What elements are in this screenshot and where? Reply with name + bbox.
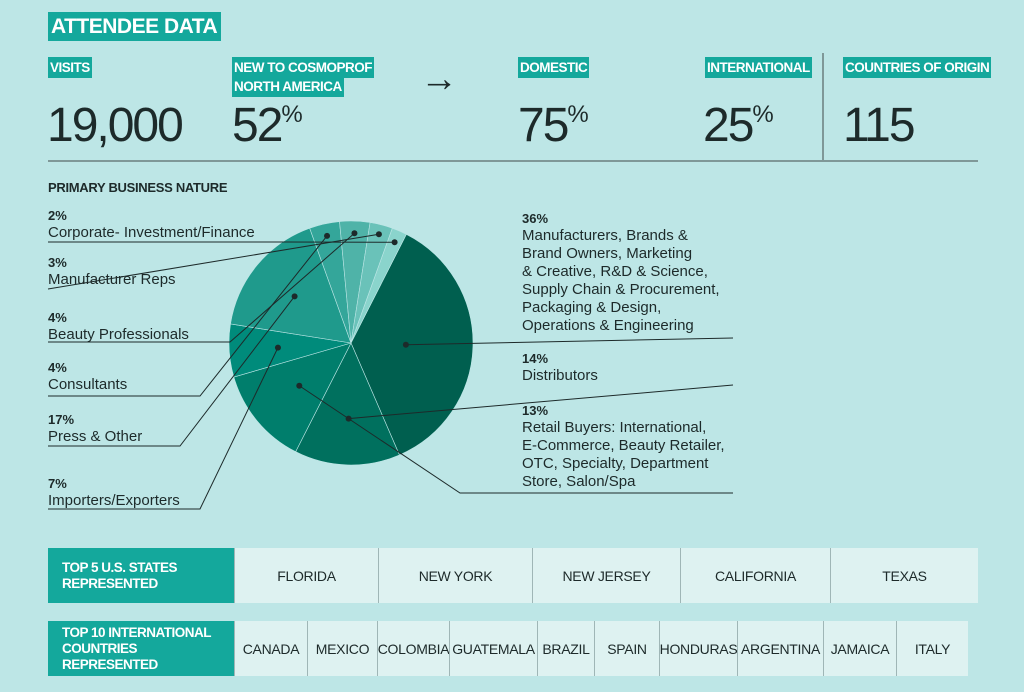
international-value: 25%	[703, 99, 774, 152]
label-slice-6: 4% Beauty Professionals	[48, 310, 189, 343]
leader-line-3	[48, 347, 279, 510]
pie-slice-4	[230, 227, 352, 344]
pie-slice-8	[350, 227, 407, 344]
pie-slice-1	[295, 342, 400, 466]
state-cell: NEW YORK	[378, 548, 532, 603]
leader-line-7	[47, 233, 379, 290]
stats-rule	[48, 160, 978, 162]
country-cell: GUATEMALA	[449, 621, 537, 676]
leader-line-1	[348, 384, 734, 420]
country-cell: HONDURAS	[659, 621, 738, 676]
states-header: TOP 5 U.S. STATES REPRESENTED	[48, 548, 234, 603]
new-label-line2: NORTH AMERICA	[232, 76, 344, 97]
country-cell: SPAIN	[594, 621, 659, 676]
country-cell: COLOMBIA	[377, 621, 450, 676]
leader-line-4	[48, 296, 295, 447]
new-value: 52%	[232, 99, 303, 152]
new-label-line1: NEW TO COSMOPROF	[232, 57, 375, 78]
page-title: ATTENDEE DATA	[48, 12, 222, 41]
visits-value: 19,000	[47, 99, 184, 152]
leader-line-6	[48, 232, 355, 343]
state-cell: TEXAS	[830, 548, 978, 603]
international-label: INTERNATIONAL	[705, 57, 812, 78]
label-slice-5: 4% Consultants	[48, 360, 128, 393]
label-slice-3: 7% Importers/Exporters	[48, 476, 180, 509]
label-slice-4: 17% Press & Other	[48, 412, 143, 445]
label-slice-7: 3% Manufacturer Reps	[48, 255, 176, 288]
leader-dot-4	[291, 293, 298, 300]
state-cell: NEW JERSEY	[532, 548, 680, 603]
chart-title: PRIMARY BUSINESS NATURE	[48, 180, 228, 195]
leader-dot-0	[402, 341, 409, 348]
domestic-label: DOMESTIC	[518, 57, 590, 78]
stats-divider	[822, 53, 824, 162]
leader-line-5	[48, 235, 328, 397]
leader-dot-7	[375, 231, 382, 238]
leader-line-0	[405, 337, 734, 346]
label-slice-1: 14% Distributors	[522, 351, 598, 384]
country-cell: CANADA	[234, 621, 307, 676]
country-cell: ARGENTINA	[737, 621, 823, 676]
state-cell: CALIFORNIA	[680, 548, 830, 603]
label-slice-8: 2% Corporate- Investment/Finance	[48, 208, 255, 241]
countries-value: 115	[843, 99, 916, 152]
domestic-value: 75%	[518, 99, 589, 152]
label-slice-0: 36% Manufacturers, Brands & Brand Owners…	[522, 211, 720, 334]
country-cell: BRAZIL	[537, 621, 594, 676]
leader-line-2	[299, 385, 733, 494]
leader-dot-5	[324, 232, 331, 239]
visits-label: VISITS	[48, 57, 92, 78]
country-cell: ITALY	[896, 621, 968, 676]
leader-dot-2	[296, 382, 303, 389]
leader-dot-8	[391, 239, 398, 246]
states-row: TOP 5 U.S. STATES REPRESENTED FLORIDA NEW…	[48, 548, 978, 603]
countries-header: TOP 10 INTERNATIONAL COUNTRIES REPRESENTE…	[48, 621, 234, 676]
state-cell: FLORIDA	[234, 548, 378, 603]
leader-dot-3	[274, 344, 281, 351]
label-slice-2: 13% Retail Buyers: International, E-Comm…	[522, 403, 725, 490]
leader-dot-6	[351, 230, 358, 237]
country-cell: JAMAICA	[823, 621, 896, 676]
countries-label: COUNTRIES OF ORIGIN	[843, 57, 992, 78]
countries-row: TOP 10 INTERNATIONAL COUNTRIES REPRESENTE…	[48, 621, 978, 676]
arrow-right-icon: →	[420, 58, 458, 100]
pie-slice-2	[233, 342, 352, 453]
country-cell: MEXICO	[307, 621, 377, 676]
